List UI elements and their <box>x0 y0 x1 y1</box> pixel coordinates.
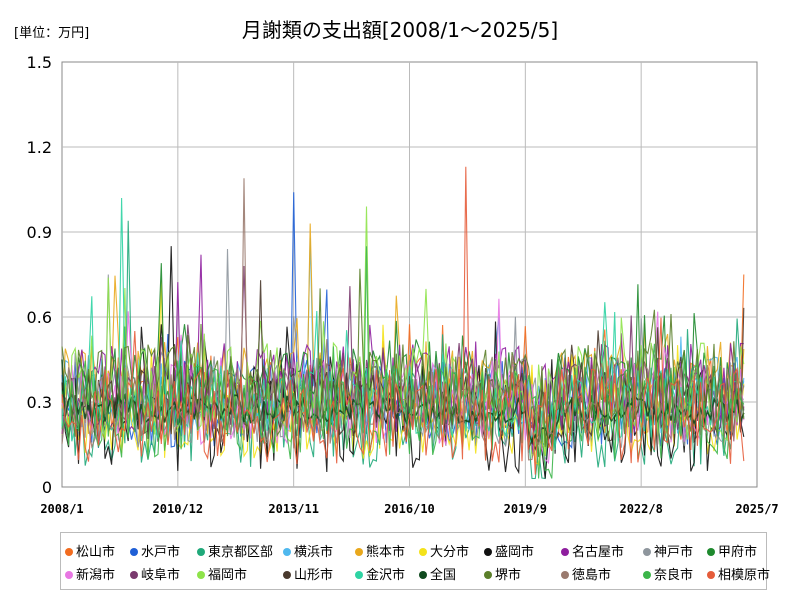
legend-item: 甲府市 <box>707 541 757 560</box>
legend-marker-icon <box>65 547 73 556</box>
legend-item: 徳島市 <box>561 564 611 583</box>
y-tick-label: 0 <box>42 478 52 497</box>
legend-item: 東京都区部 <box>197 541 273 560</box>
x-tick-label: 2010/12 <box>153 502 204 516</box>
legend-marker-icon <box>484 570 492 579</box>
legend-label: 岐阜市 <box>141 568 181 583</box>
legend-marker-icon <box>283 547 291 556</box>
legend-item: 岐阜市 <box>130 564 180 583</box>
legend-marker-icon <box>130 570 138 579</box>
legend-marker-icon <box>283 570 291 579</box>
legend-item: 相模原市 <box>707 564 770 583</box>
legend-label: 名古屋市 <box>572 545 625 560</box>
chart-title: 月謝類の支出額[2008/1～2025/5] <box>241 18 559 42</box>
x-tick-label: 2013/11 <box>268 502 319 516</box>
legend-label: 奈良市 <box>654 568 694 583</box>
legend-label: 新潟市 <box>76 568 116 583</box>
legend-label: 甲府市 <box>718 545 758 560</box>
legend-label: 徳島市 <box>572 568 612 583</box>
legend-label: 横浜市 <box>294 545 334 560</box>
legend-label: 大分市 <box>430 545 470 560</box>
legend-marker-icon <box>355 570 363 579</box>
legend-marker-icon <box>484 547 492 556</box>
y-tick-label: 0.9 <box>27 223 52 242</box>
legend-item: 金沢市 <box>355 564 405 583</box>
legend-marker-icon <box>197 547 205 556</box>
legend-item: 盛岡市 <box>484 541 534 560</box>
unit-label: [単位：万円] <box>14 26 90 41</box>
legend-label: 水戸市 <box>141 545 181 560</box>
legend-marker-icon <box>707 570 715 579</box>
legend-item: 熊本市 <box>355 541 405 560</box>
x-tick-label: 2019/9 <box>504 502 547 516</box>
legend-marker-icon <box>561 547 569 556</box>
legend-marker-icon <box>643 570 651 579</box>
line-chart: 0 0.3 0.6 0.9 1.2 1.5 2008/1 2010/12 2013/11 2016… <box>27 53 779 516</box>
legend-item: 新潟市 <box>65 564 115 583</box>
x-tick-label: 2008/1 <box>40 502 83 516</box>
x-tick-label: 2025/7 <box>735 502 778 516</box>
legend-item: 大分市 <box>419 541 469 560</box>
legend-marker-icon <box>355 547 363 556</box>
legend-marker-icon <box>707 547 715 556</box>
legend-marker-icon <box>419 547 427 556</box>
legend-item: 横浜市 <box>283 541 333 560</box>
legend-label: 山形市 <box>294 568 334 583</box>
legend-label: 東京都区部 <box>208 545 274 560</box>
y-tick-label: 1.2 <box>27 138 52 157</box>
legend-label: 相模原市 <box>718 568 771 583</box>
legend-marker-icon <box>419 570 427 579</box>
legend-item: 堺市 <box>484 564 521 583</box>
series-line-19 <box>61 246 745 479</box>
y-tick-label: 1.5 <box>27 53 52 72</box>
legend-item: 山形市 <box>283 564 333 583</box>
legend-item: 水戸市 <box>130 541 180 560</box>
legend-label: 神戸市 <box>654 545 694 560</box>
legend-label: 松山市 <box>76 545 116 560</box>
chart-legend: 松山市 水戸市 東京都区部 横浜市 熊本市 大分市 盛岡市 名古屋市 神戸市 甲府市新潟市 岐阜市 福… <box>60 532 770 590</box>
legend-marker-icon <box>197 570 205 579</box>
y-tick-label: 0.3 <box>27 393 52 412</box>
legend-item: 福岡市 <box>197 564 247 583</box>
legend-item: 全国 <box>419 564 456 583</box>
legend-label: 福岡市 <box>208 568 248 583</box>
legend-label: 熊本市 <box>366 545 406 560</box>
legend-label: 堺市 <box>495 568 522 583</box>
legend-item: 神戸市 <box>643 541 693 560</box>
series-line-20 <box>61 166 745 475</box>
legend-item: 奈良市 <box>643 564 693 583</box>
legend-label: 盛岡市 <box>495 545 535 560</box>
y-tick-label: 0.6 <box>27 308 52 327</box>
x-tick-label: 2016/10 <box>384 502 435 516</box>
legend-marker-icon <box>561 570 569 579</box>
legend-item: 松山市 <box>65 541 115 560</box>
legend-label: 金沢市 <box>366 568 406 583</box>
legend-item: 名古屋市 <box>561 541 624 560</box>
legend-marker-icon <box>643 547 651 556</box>
legend-marker-icon <box>65 570 73 579</box>
legend-label: 全国 <box>430 568 457 583</box>
x-tick-label: 2022/8 <box>619 502 662 516</box>
series-line-17 <box>61 268 745 457</box>
legend-marker-icon <box>130 547 138 556</box>
